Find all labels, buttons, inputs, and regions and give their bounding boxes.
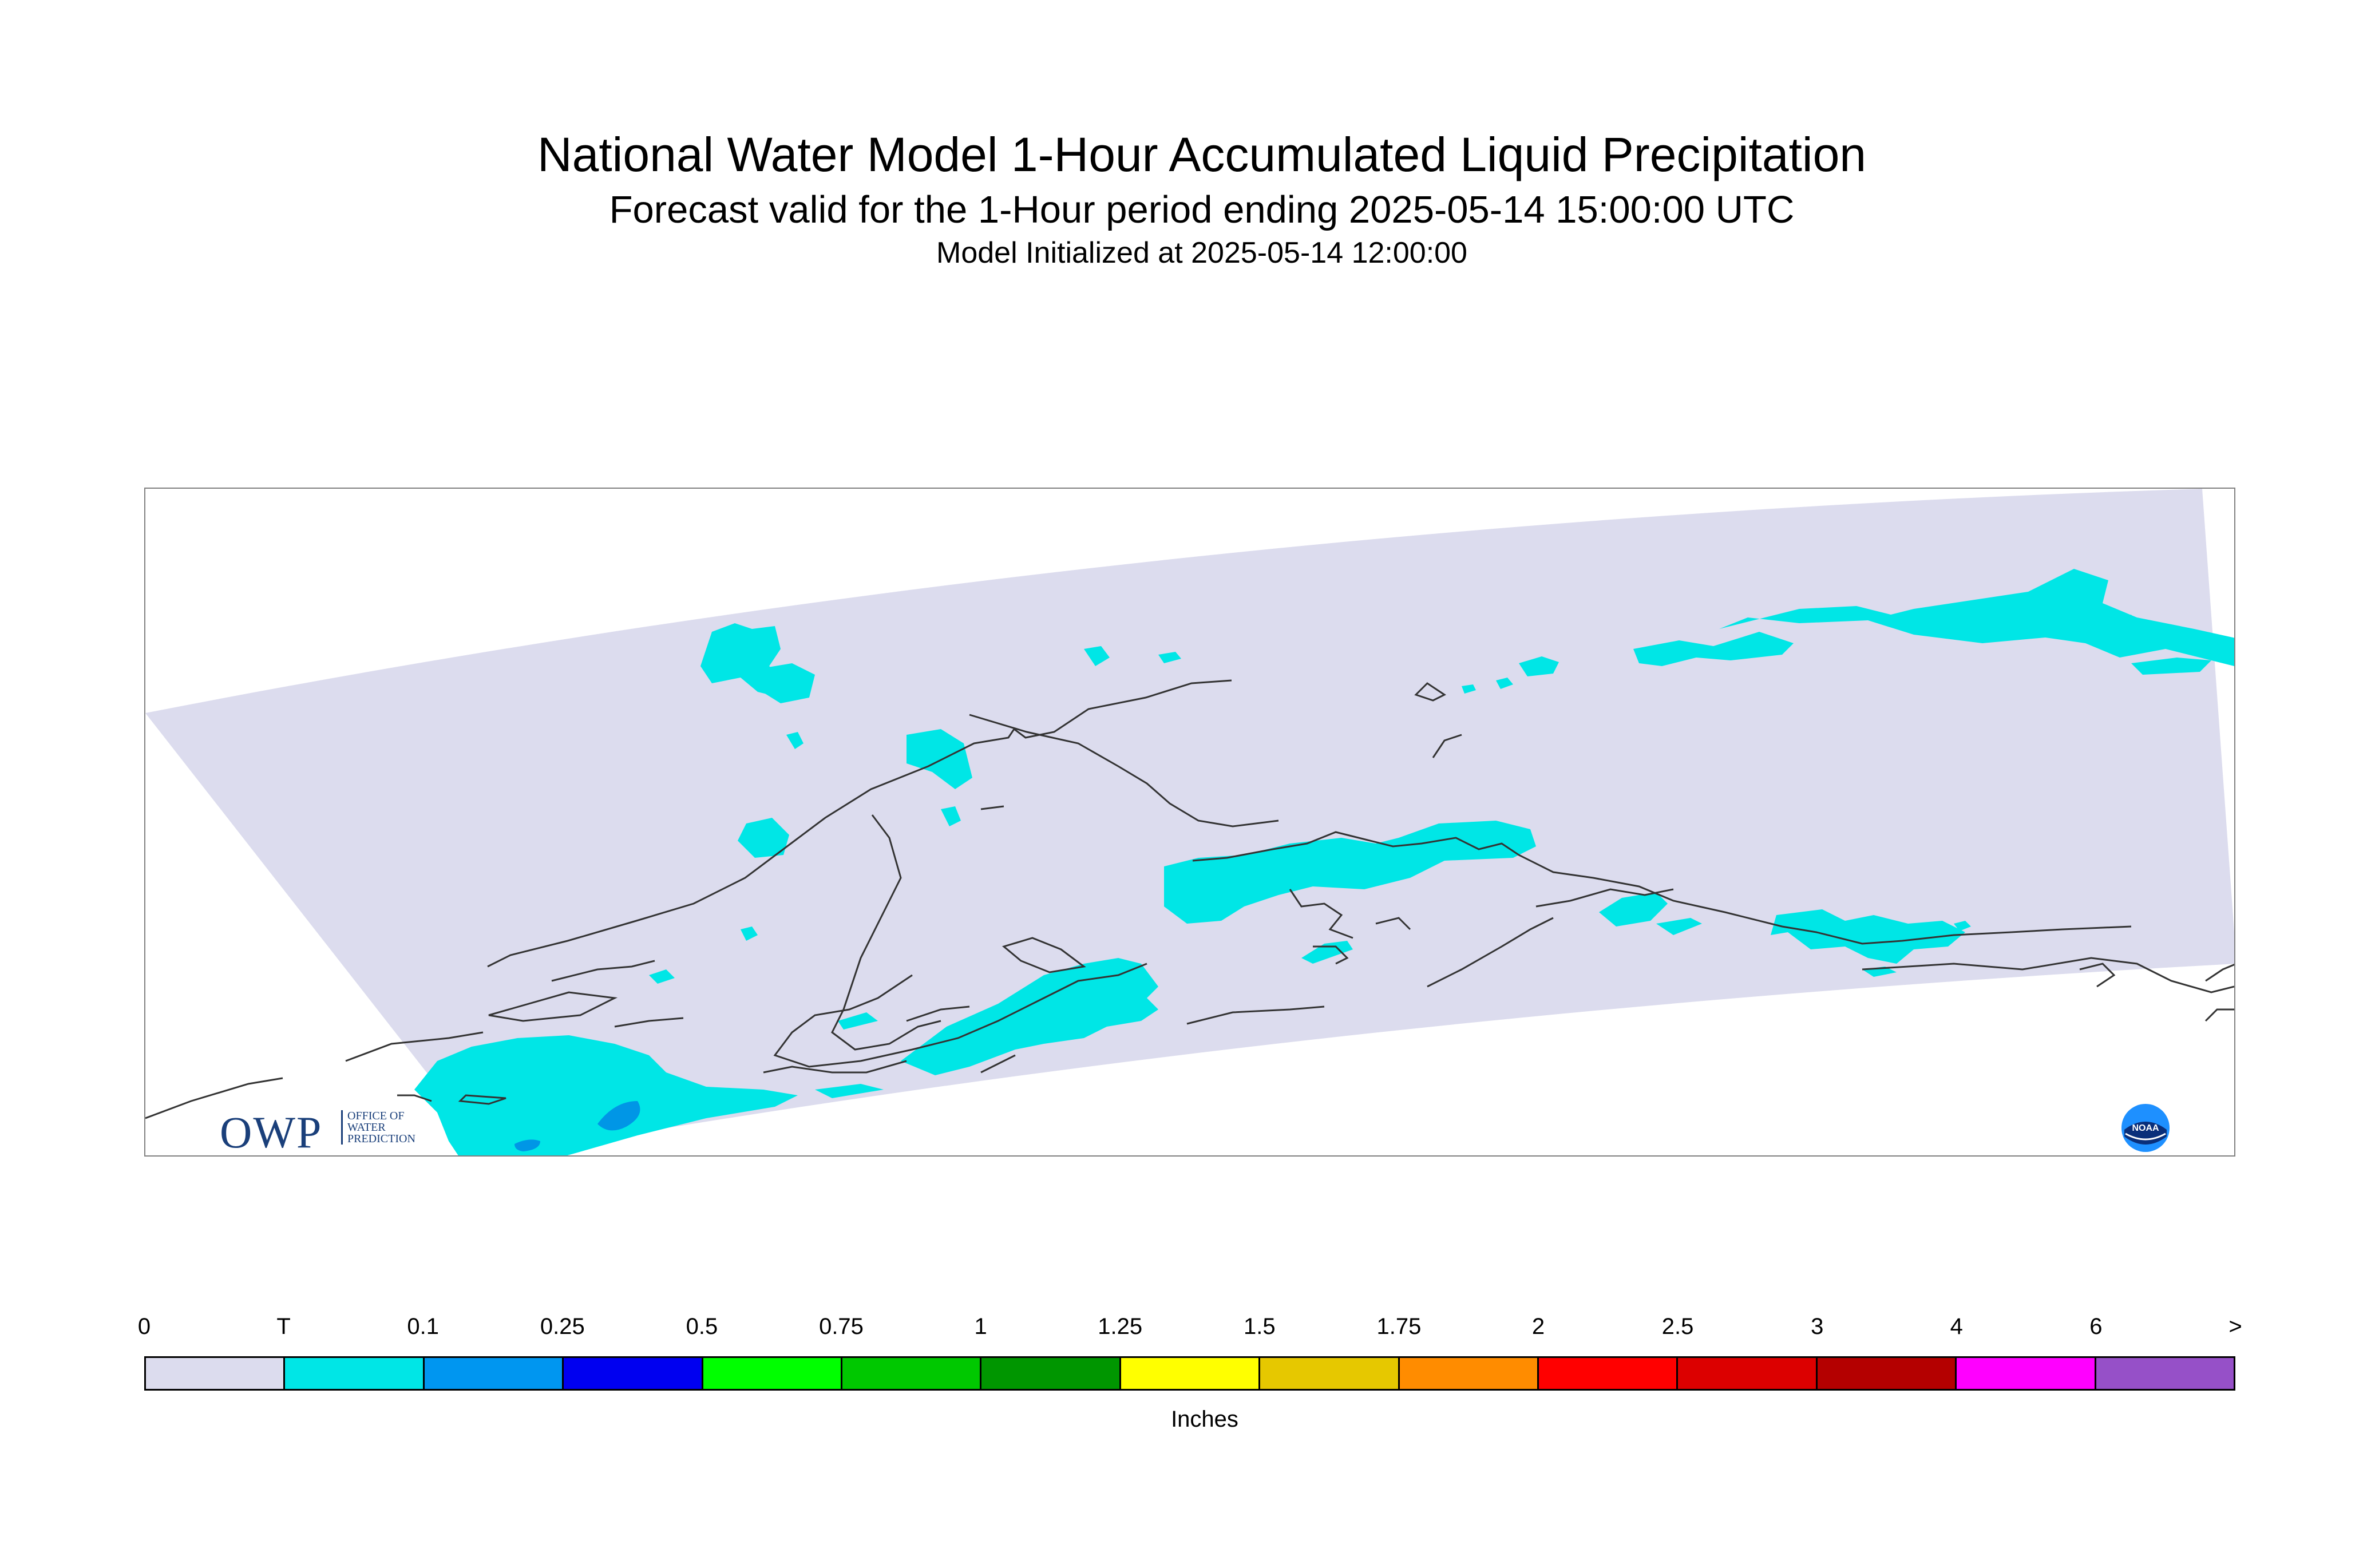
owp-logo-line: OFFICE OF — [347, 1110, 405, 1122]
legend-tick: 6 — [2089, 1314, 2103, 1339]
legend-swatch — [1539, 1358, 1679, 1389]
map-title: National Water Model 1-Hour Accumulated … — [537, 128, 1867, 181]
legend-swatch — [1957, 1358, 2096, 1389]
legend-tick: 2.5 — [1661, 1314, 1694, 1339]
owp-logo-text: OWP — [220, 1107, 323, 1157]
legend-colorbar — [144, 1356, 2235, 1391]
legend-tick: 0.25 — [540, 1314, 585, 1339]
precipitation-map[interactable]: OWP OFFICE OF WATER PREDICTION NOAA — [144, 488, 2235, 1157]
legend-tick: 1.5 — [1243, 1314, 1276, 1339]
legend-swatch — [2096, 1358, 2234, 1389]
model-init-time: Model Initialized at 2025-05-14 12:00:00 — [936, 236, 1467, 270]
legend-tick: 1.75 — [1376, 1314, 1422, 1339]
map-subtitle: Forecast valid for the 1-Hour period end… — [609, 188, 1795, 231]
legend-swatch — [981, 1358, 1121, 1389]
legend-units: Inches — [1171, 1407, 1238, 1432]
legend-tick-labels: 0 T 0.1 0.25 0.5 0.75 1 1.25 1.5 1.75 2 2.5 3 4 6 > — [0, 1314, 2375, 1348]
owp-logo-line: PREDICTION — [347, 1133, 415, 1145]
legend-swatch — [146, 1358, 286, 1389]
noaa-logo-text: NOAA — [2132, 1123, 2159, 1133]
legend-tick: 0.75 — [819, 1314, 864, 1339]
legend-swatch — [424, 1358, 564, 1389]
legend-swatch — [842, 1358, 982, 1389]
legend-swatch — [1121, 1358, 1261, 1389]
legend-tick: 3 — [1811, 1314, 1824, 1339]
legend-tick: 1 — [974, 1314, 987, 1339]
legend-tick: 1.25 — [1098, 1314, 1143, 1339]
legend-swatch — [285, 1358, 425, 1389]
legend-tick: 0.1 — [407, 1314, 439, 1339]
legend-swatch — [1817, 1358, 1957, 1389]
precip-light-areas — [514, 1101, 640, 1151]
legend-tick: > — [2228, 1314, 2242, 1339]
legend-tick: 0 — [137, 1314, 151, 1339]
legend-swatch — [1260, 1358, 1400, 1389]
legend-tick: 2 — [1531, 1314, 1545, 1339]
owp-logo-line: WATER — [347, 1121, 386, 1134]
legend-swatch — [1678, 1358, 1818, 1389]
owp-logo-subtext: OFFICE OF WATER PREDICTION — [341, 1110, 415, 1145]
legend-tick: T — [276, 1314, 291, 1339]
legend-swatch — [703, 1358, 843, 1389]
map-canvas — [145, 489, 2234, 1155]
legend-tick: 0.5 — [686, 1314, 718, 1339]
legend-swatch — [1399, 1358, 1539, 1389]
coastlines — [145, 679, 2234, 1119]
legend-swatch — [564, 1358, 703, 1389]
legend-tick: 4 — [1950, 1314, 1963, 1339]
precip-trace-areas — [414, 569, 2234, 1155]
